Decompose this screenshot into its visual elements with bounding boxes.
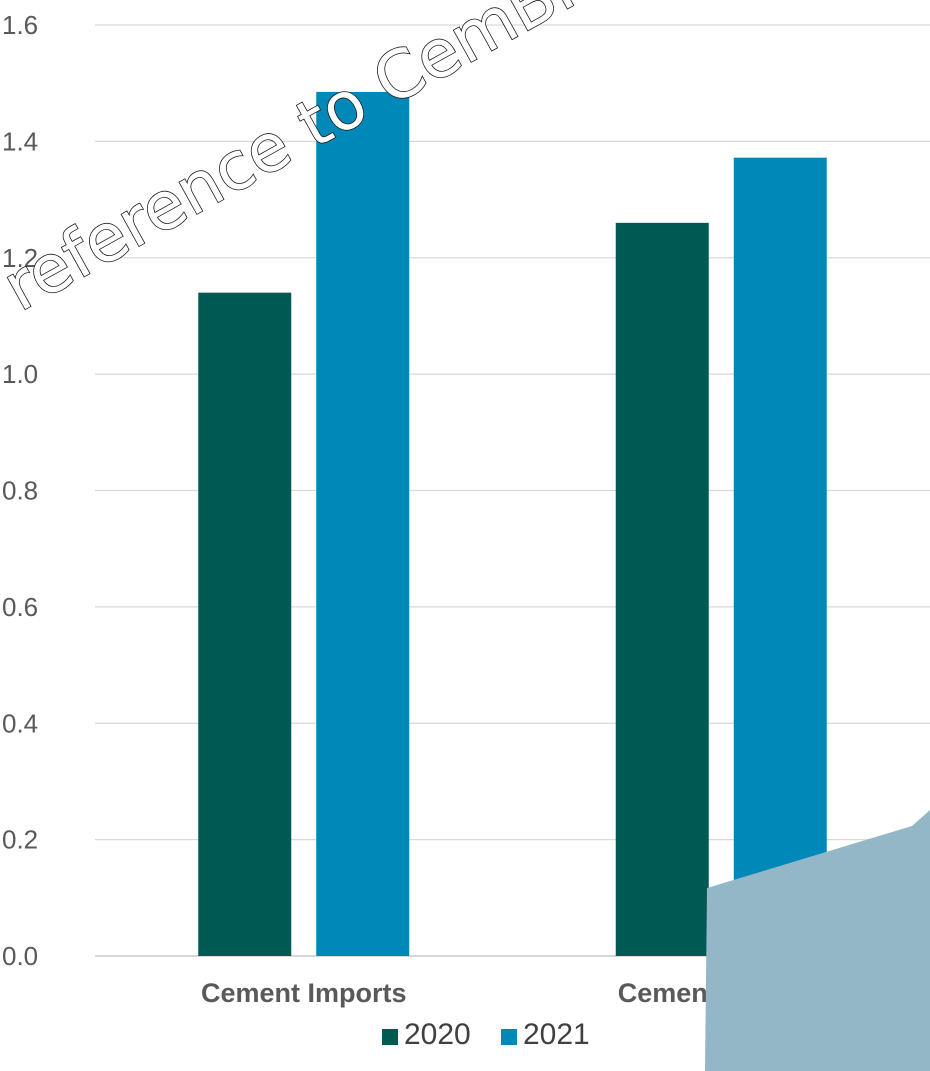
category-label: Cement Imports [201,978,407,1008]
y-tick-label: 0.8 [2,476,38,506]
y-axis-tick-labels: 0.0 0.2 0.4 0.6 0.8 1.0 1.2 1.4 1.6 [2,10,38,971]
bar-2020-cement-imports [198,292,292,957]
legend-swatch-2020 [382,1029,398,1045]
legend-swatch-2021 [501,1029,517,1045]
y-tick-label: 1.6 [2,10,38,40]
y-tick-label: 0.2 [2,825,38,855]
bars [198,91,827,957]
y-tick-label: 0.0 [2,941,38,971]
bar-2021-cement-imports [316,91,410,956]
legend-label: 2021 [523,1018,590,1051]
y-tick-label: 0.6 [2,592,38,622]
legend-label: 2020 [404,1018,471,1051]
legend: 2020 2021 [382,1018,590,1051]
y-tick-label: 0.4 [2,708,38,738]
bar-2021-cement-exports [733,157,827,957]
corner-accent-shape [705,810,930,1071]
bar-2020-cement-exports [615,222,709,956]
y-tick-label: 1.4 [2,126,38,156]
y-tick-label: 1.0 [2,359,38,389]
y-tick-label: 1.2 [2,243,38,273]
